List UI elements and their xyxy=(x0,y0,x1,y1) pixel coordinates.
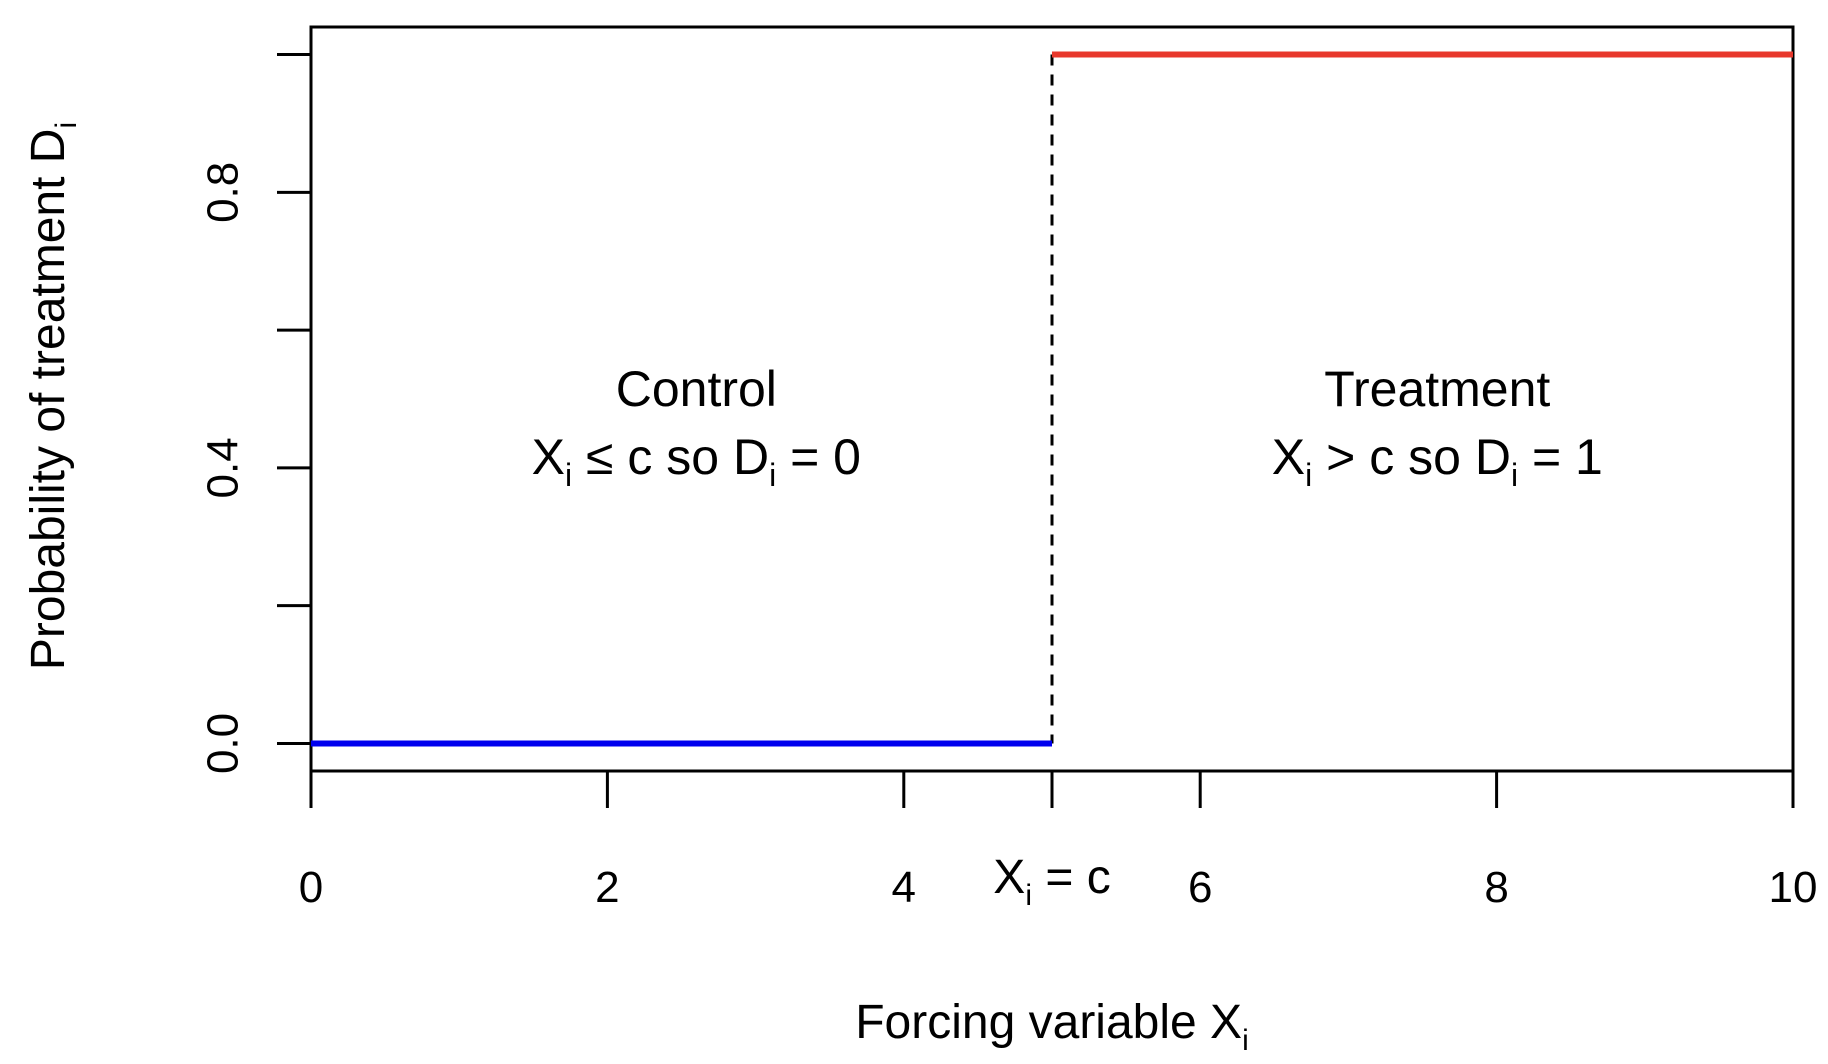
x-tick-label: 10 xyxy=(1769,863,1818,912)
y-axis: 0.0 0.4 0.8 xyxy=(198,53,311,774)
text-run: > c so D xyxy=(1312,429,1511,485)
cutoff-label-main: X xyxy=(993,851,1025,904)
region-label-2: Treatment xyxy=(1324,361,1550,417)
x-axis: 0 2 4 6 8 10 xyxy=(299,771,1818,912)
y-axis-title-main: Probability of treatment D xyxy=(22,129,75,671)
x-tick-label: 6 xyxy=(1188,863,1212,912)
x-axis-title-sub: i xyxy=(1242,1024,1249,1057)
text-run: ≤ c so D xyxy=(572,429,769,485)
x-tick-label: 4 xyxy=(892,863,916,912)
x-axis-title: Forcing variable Xi xyxy=(855,996,1249,1057)
subscript: i xyxy=(1511,457,1518,493)
cutoff-label-rest: = c xyxy=(1032,851,1111,904)
y-axis-title-sub: i xyxy=(50,122,83,129)
region-label-1: Control xyxy=(616,361,777,417)
subscript: i xyxy=(769,457,776,493)
cutoff-label: Xi = c xyxy=(993,851,1110,912)
y-tick-label: 0.4 xyxy=(198,437,247,498)
text-run: X xyxy=(1272,429,1305,485)
subscript: i xyxy=(565,457,572,493)
x-axis-title-main: Forcing variable X xyxy=(855,996,1242,1049)
series-layer xyxy=(311,51,1793,747)
region-condition-1: Xi ≤ c so Di = 0 xyxy=(532,429,861,493)
y-axis-title: Probability of treatment Di xyxy=(22,122,83,670)
text-run: = 0 xyxy=(776,429,861,485)
text-run: = 1 xyxy=(1518,429,1603,485)
cutoff-label-sub: i xyxy=(1025,879,1032,912)
x-tick-label: 0 xyxy=(299,863,323,912)
text-run: X xyxy=(532,429,565,485)
region-condition-2: Xi > c so Di = 1 xyxy=(1272,429,1603,493)
y-tick-label: 0.8 xyxy=(198,162,247,223)
x-tick-label: 2 xyxy=(595,863,619,912)
subscript: i xyxy=(1305,457,1312,493)
y-tick-label: 0.0 xyxy=(198,713,247,774)
x-tick-label: 8 xyxy=(1484,863,1508,912)
